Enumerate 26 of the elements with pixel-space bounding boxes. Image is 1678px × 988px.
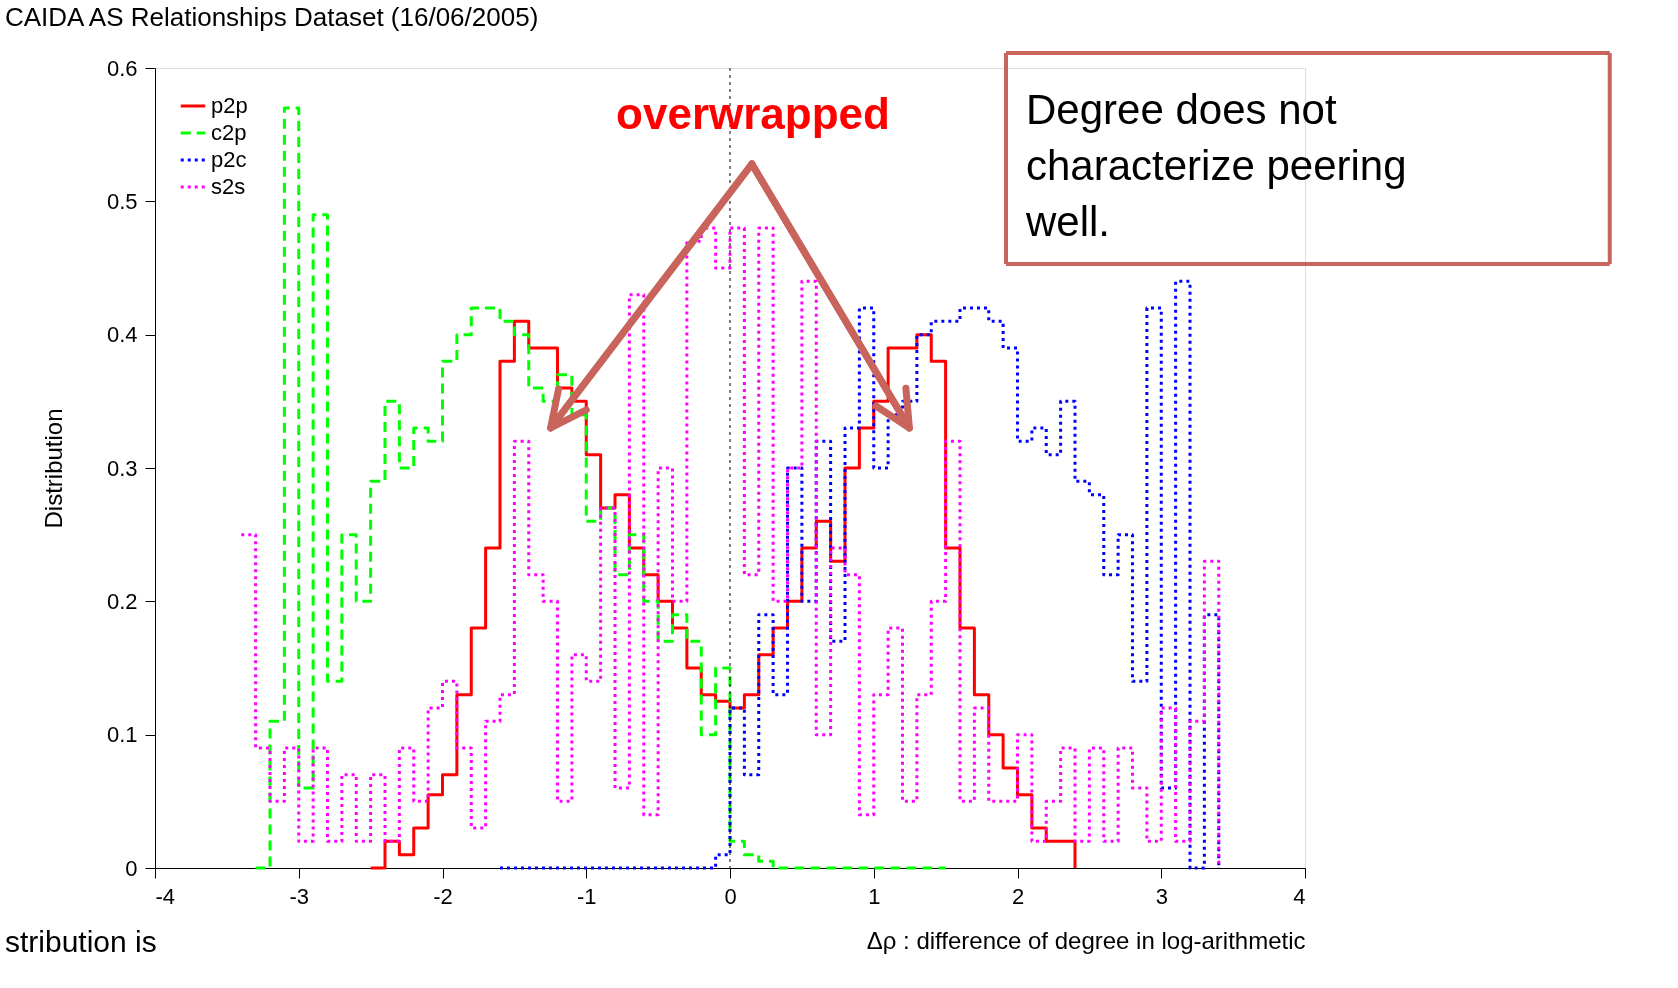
annotation: overwrapped: [616, 89, 890, 138]
legend-label: s2s: [211, 174, 246, 199]
y-tick-label: 0.3: [106, 455, 138, 481]
x-tick-label: -4: [155, 883, 176, 909]
x-axis-title: Δρ : difference of degree in log-arithmetic: [866, 926, 1306, 954]
x-tick-label: 2: [1011, 883, 1025, 909]
y-tick-label: 0.4: [106, 322, 138, 348]
legend-label: c2p: [211, 120, 247, 145]
x-tick-label: -1: [576, 883, 597, 909]
text: stribution is: [5, 925, 157, 958]
legend-label: p2p: [211, 93, 248, 118]
x-tick-label: 0: [724, 883, 737, 909]
x-tick-label: -2: [433, 883, 453, 909]
y-tick-label: 0.6: [106, 55, 138, 81]
x-tick-label: -3: [289, 883, 310, 909]
x-tick-label: 4: [1293, 883, 1306, 909]
y-axis-title: Distribution: [39, 408, 67, 529]
x-tick-label: 3: [1155, 883, 1168, 909]
chart-title: CAIDA AS Relationships Dataset (16/06/2005): [5, 2, 539, 32]
y-tick-label: 0: [125, 855, 138, 881]
y-tick-label: 0.1: [106, 722, 138, 748]
y-tick-label: 0.5: [106, 188, 138, 214]
x-tick-label: 1: [868, 883, 881, 909]
annotation: Degree does not characterize peering well.: [1025, 86, 1407, 245]
legend-label: p2c: [211, 147, 247, 172]
y-tick-label: 0.2: [106, 588, 138, 614]
